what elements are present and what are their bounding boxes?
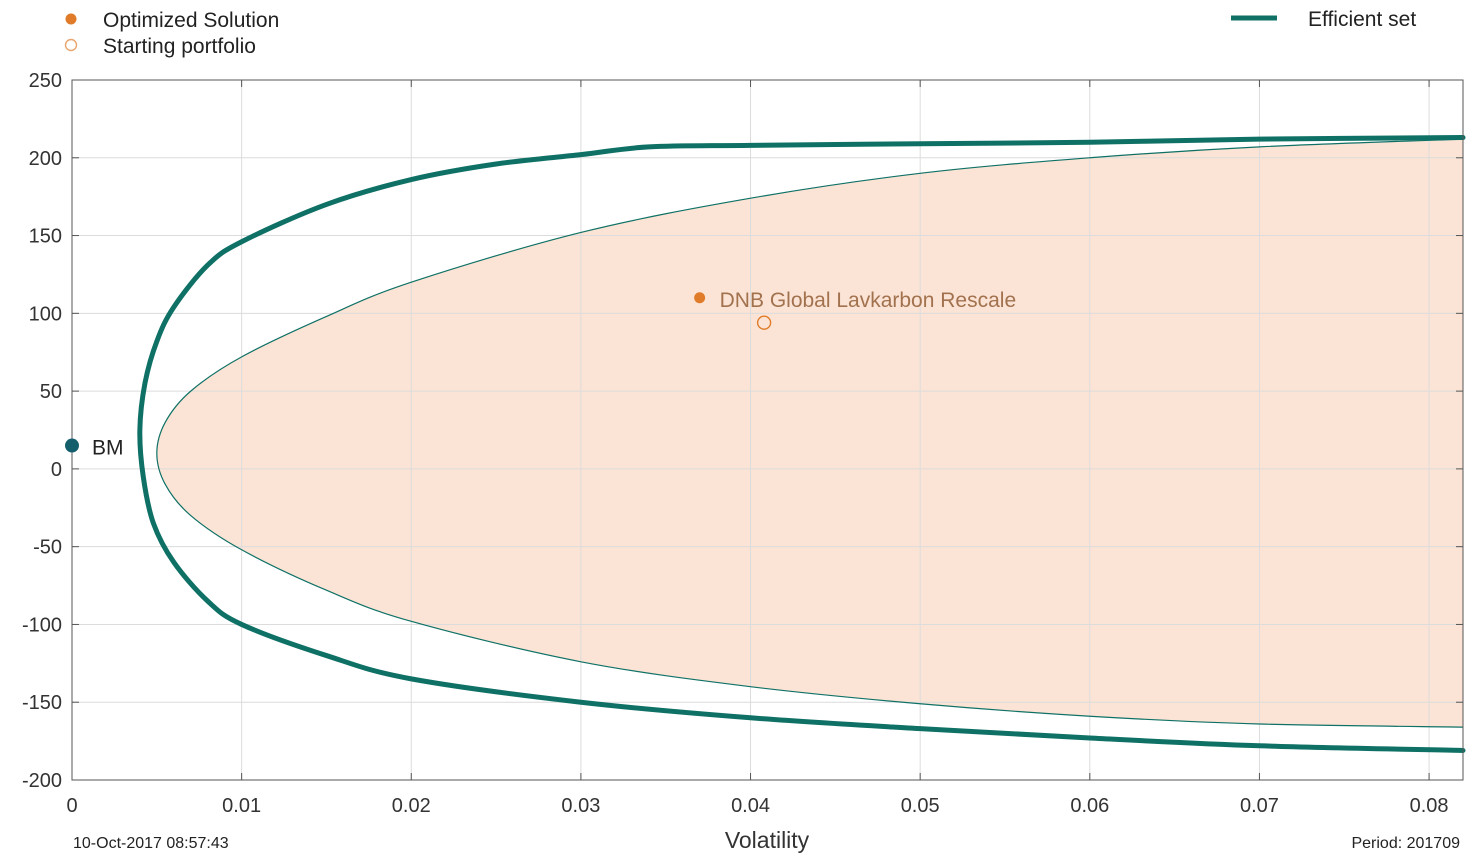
y-tick-label: 100: [29, 303, 62, 325]
x-tick-label: 0.04: [731, 795, 770, 817]
benchmark-marker: [65, 438, 79, 453]
timestamp: 10-Oct-2017 08:57:43: [73, 835, 229, 852]
y-tick-label: -100: [22, 614, 62, 636]
legend-starting-label: Starting portfolio: [103, 35, 256, 58]
optimized-solution-marker: [694, 292, 706, 304]
y-tick-label: 200: [29, 148, 62, 170]
legend-left: Optimized Solution Starting portfolio: [64, 9, 279, 58]
x-tick-label: 0.01: [222, 795, 261, 817]
optimized-solution-label: DNB Global Lavkarbon Rescale: [720, 289, 1016, 312]
axes-layer: 0 0.01 0.02 0.03 0.04 0.05 0.06 0.07 0.08 250 200 1…: [22, 70, 1464, 817]
legend-efficient-label: Efficient set: [1308, 8, 1416, 31]
y-tick-label: 0: [51, 459, 62, 481]
x-tick-label: 0.06: [1070, 795, 1109, 817]
y-tick-label: -150: [22, 692, 62, 714]
x-tick-label: 0.03: [561, 795, 600, 817]
x-axis-label: Volatility: [725, 827, 810, 853]
y-tick-label: -200: [22, 770, 62, 792]
legend-optimized-marker: [65, 13, 77, 25]
plot-border: [71, 79, 1464, 781]
y-tick-label: 150: [29, 226, 62, 248]
legend-optimized-label: Optimized Solution: [103, 9, 279, 32]
legend-starting-marker: [64, 38, 78, 52]
feasible-region-layer: [156, 139, 1463, 728]
legend-right: Efficient set: [1231, 8, 1416, 31]
series-layer: [137, 135, 1466, 753]
y-tick-label: 250: [29, 70, 62, 92]
y-tick-label: 50: [40, 381, 62, 403]
period-label: Period: 201709: [1351, 835, 1460, 852]
x-tick-label: 0.07: [1240, 795, 1279, 817]
x-tick-label: 0.05: [901, 795, 940, 817]
x-tick-label: 0: [66, 795, 77, 817]
efficient-set-line: [137, 135, 1466, 753]
starting-portfolio-marker: [756, 315, 772, 330]
x-tick-label: 0.02: [392, 795, 431, 817]
feasible-region-boundary: [156, 138, 1464, 728]
benchmark-label: BM: [92, 437, 124, 460]
feasible-region-fill: [156, 139, 1463, 728]
y-tick-label: -50: [33, 537, 62, 559]
x-tick-label: 0.08: [1410, 795, 1449, 817]
points-layer: DNB Global Lavkarbon Rescale BM: [65, 289, 1016, 460]
